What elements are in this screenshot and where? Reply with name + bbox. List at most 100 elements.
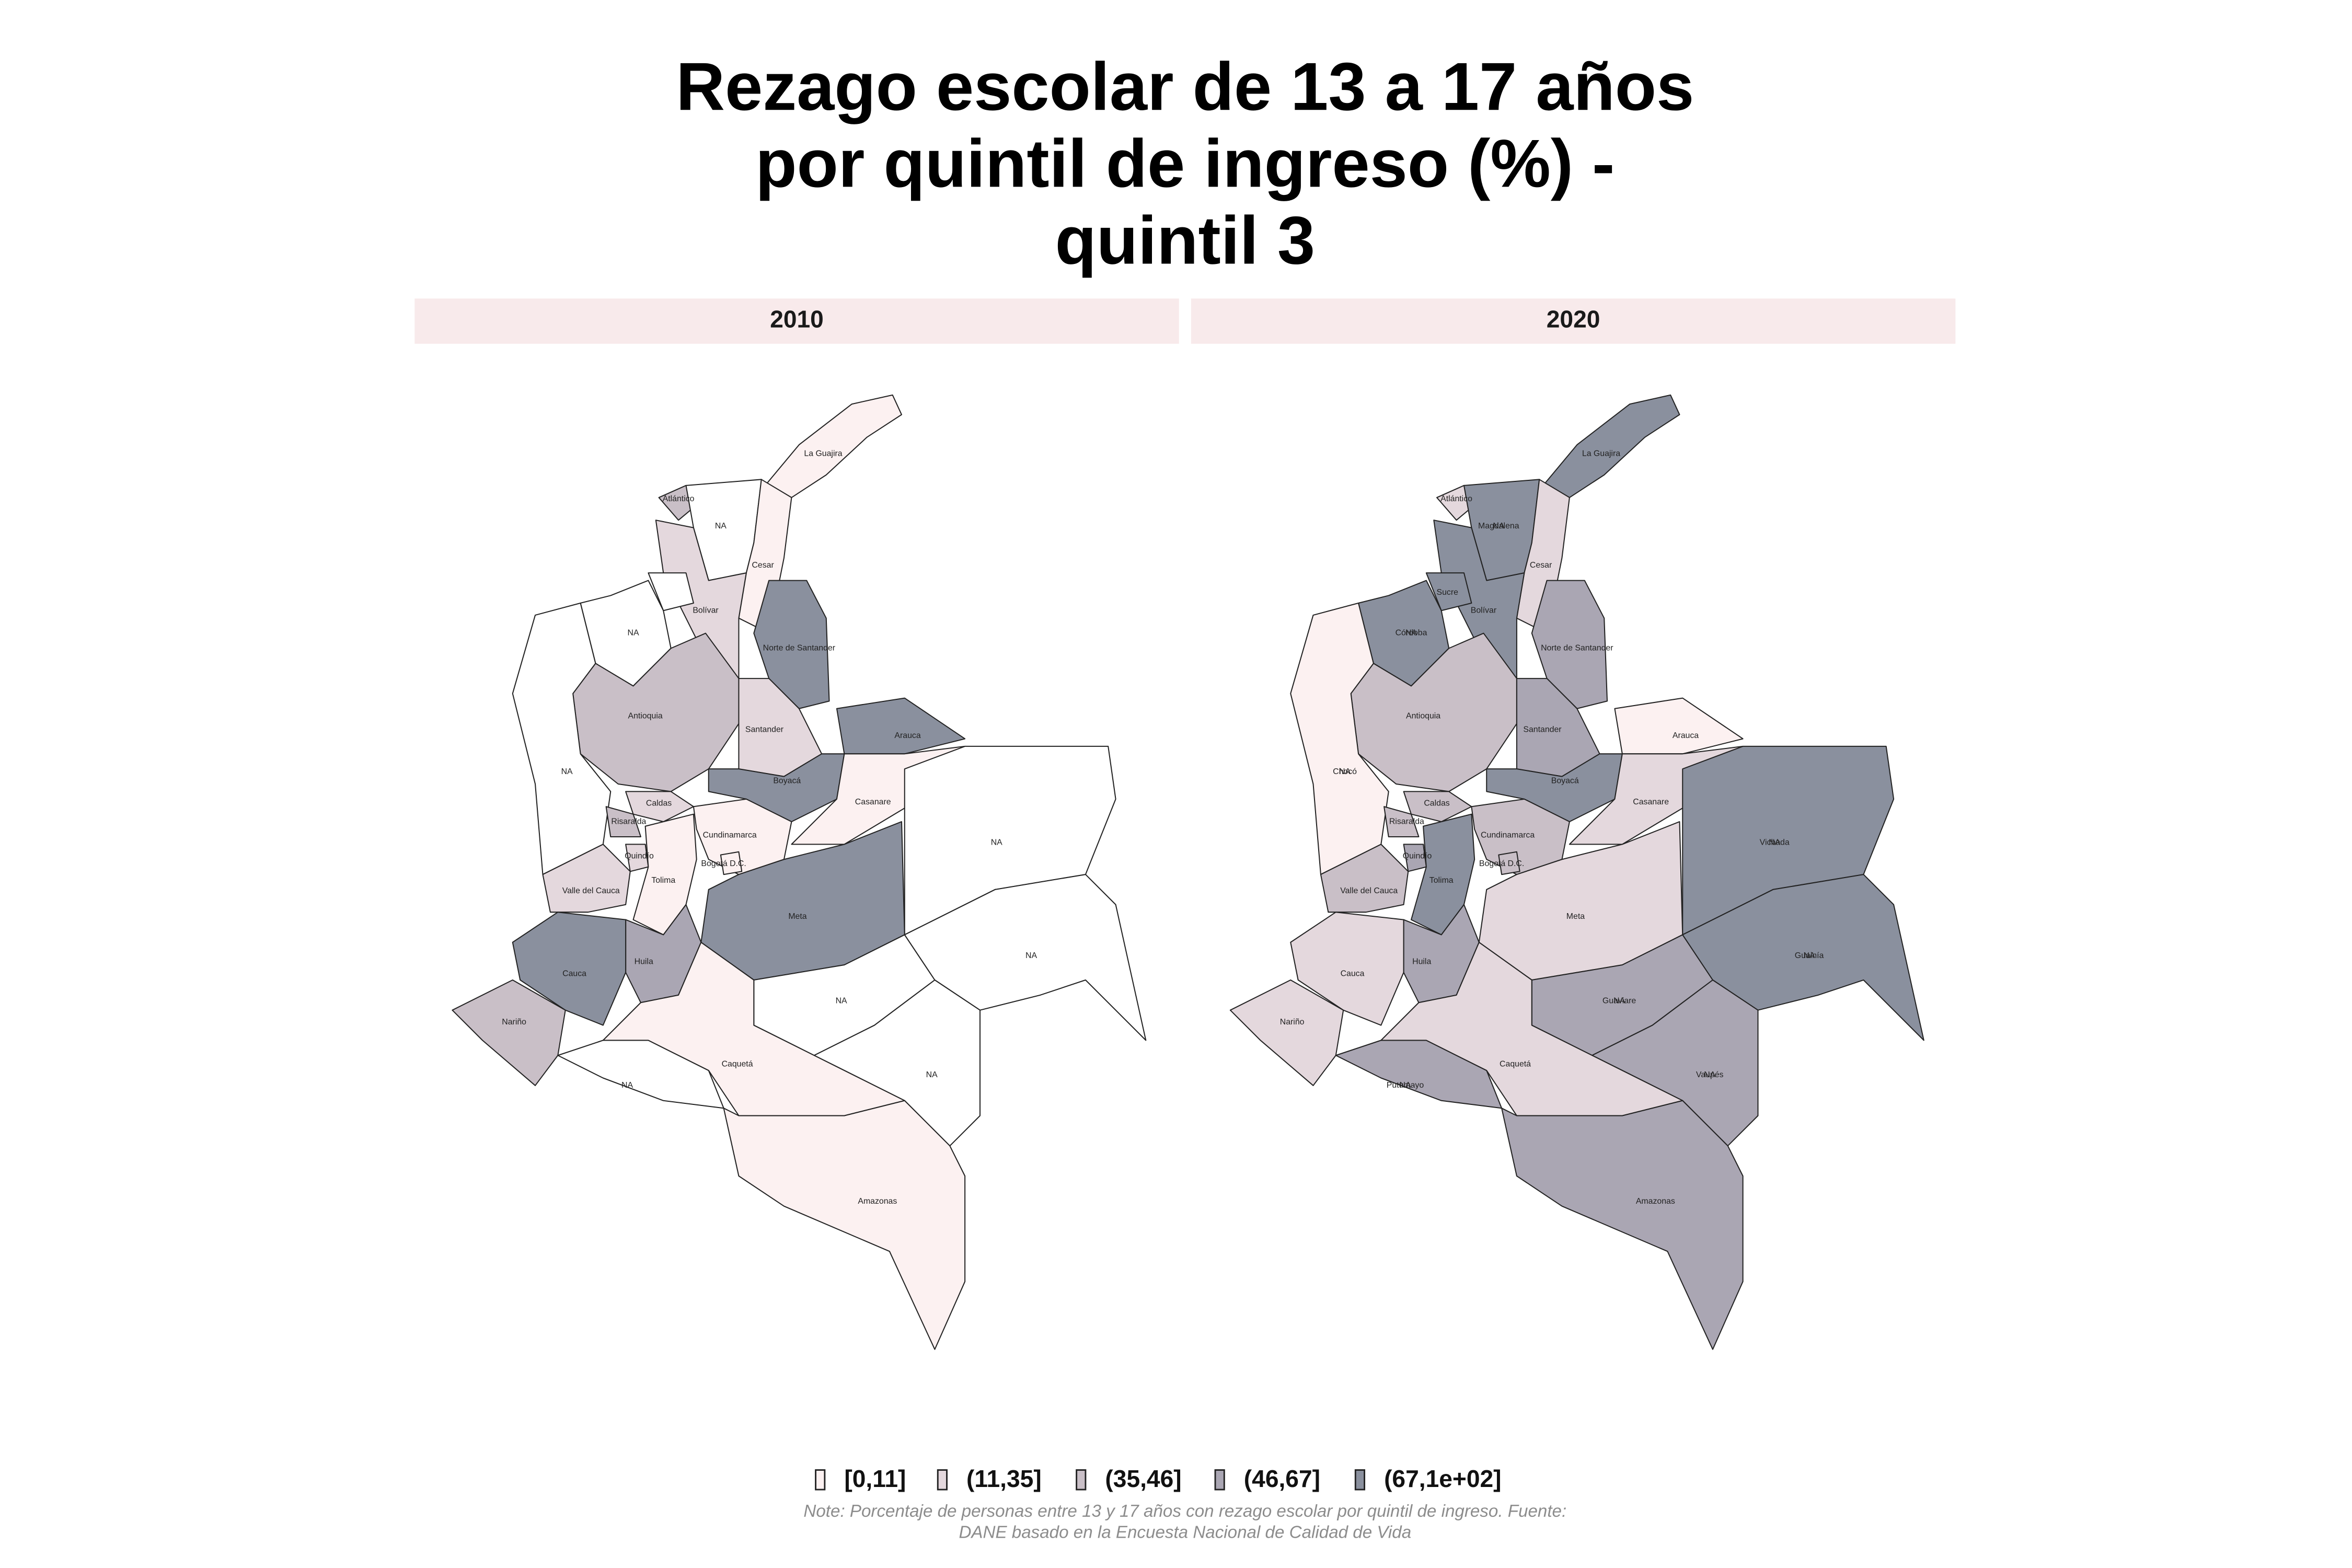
department-label: Caldas [646,799,672,808]
department-label: Cesar [752,561,774,570]
department-label: Valle del Cauca [562,886,620,895]
department-label: La Guajira [804,449,842,458]
department-label: Valle del Cauca [1340,886,1398,895]
department-label: Huila [635,958,653,966]
department-label: Huila [1412,958,1431,966]
legend-swatch [1354,1469,1366,1491]
department [512,912,627,1026]
department-label: NA [1804,951,1815,960]
department-label: Cundinamarca [703,831,757,839]
department-label: La Guajira [1582,449,1620,458]
department [753,580,830,709]
map: La Guajira Atlántico NA Cesar Bolívar NA Norte… [452,394,1147,1350]
department-label: Nariño [1280,1018,1305,1027]
department-label: Tolima [651,876,675,885]
department-label: NA [715,522,727,531]
department [1320,844,1409,913]
department-label: Risaralda [1389,817,1424,826]
department [723,1100,966,1350]
department-label: NA [1405,629,1417,638]
department-label: Putumayo [1387,1081,1424,1090]
department [720,851,743,875]
department-label: Risaralda [611,817,646,826]
department-label: Magdalena [1478,522,1519,531]
department [602,941,905,1116]
department-label: Santander [1523,725,1562,734]
department-label: Norte de Santander [763,644,836,653]
department-label: Atlántico [663,494,695,503]
facet-label: 2020 [1547,306,1600,333]
department [760,394,903,498]
department-label: Amazonas [1636,1197,1675,1206]
facet-strip [1191,298,1956,344]
department-label: NA [1704,1070,1715,1079]
note: Note: Porcentaje de personas entre 13 y … [803,1502,1566,1521]
department [1498,851,1520,875]
facet-strip [414,298,1179,344]
department-label: Cauca [562,970,586,978]
legend-swatch [937,1469,948,1491]
department [625,791,694,823]
department-label: NA [926,1070,938,1079]
department [1425,572,1472,612]
department-label: Nariño [502,1018,526,1027]
legend-label: [0,11] [844,1465,906,1492]
department [605,806,641,837]
department [1501,1100,1744,1350]
department [1516,479,1570,634]
department-label: Antioquia [1406,711,1440,720]
department-label: NA [561,767,573,776]
department-label: Cesar [1530,561,1552,570]
department-label: Chocó [1333,767,1357,776]
department-label: Casanare [1633,798,1669,806]
department-label: Arauca [894,731,920,740]
department-label: Santander [745,725,784,734]
department-label: Boyacá [773,776,801,785]
department [648,572,694,612]
department [1403,791,1472,823]
department-label: Guainía [1795,951,1824,960]
legend-label: (11,35] [966,1465,1042,1492]
department [1383,806,1420,837]
legend-label: (67,1e+02] [1384,1465,1501,1492]
department-label: Casanare [855,798,891,806]
department-label: NA [621,1081,633,1090]
department-label: Guaviare [1602,997,1636,1006]
department-label: Bolívar [1471,606,1497,615]
department-label: Bogotá D.C. [701,859,746,868]
department-label: Amazonas [858,1197,897,1206]
department-label: NA [1493,522,1504,531]
department-label: NA [1613,997,1625,1006]
legend-label: (35,46] [1105,1465,1181,1492]
department-label: Meta [1566,912,1585,921]
department-label: Caquetá [722,1060,753,1069]
department-label: Caldas [1424,799,1449,808]
department-label: Cauca [1341,970,1365,978]
department-label: Vaupés [1696,1070,1724,1079]
department-label: NA [1399,1081,1411,1090]
department [1290,602,1389,875]
department-label: Quindío [625,852,654,861]
department-label: Caquetá [1500,1060,1531,1069]
department [1290,912,1404,1026]
department-label: Boyacá [1551,776,1579,785]
department-label: Tolima [1429,876,1454,885]
department-label: Cundinamarca [1481,831,1535,839]
department-label: Bolívar [693,606,719,615]
legend-swatch [815,1469,826,1491]
department [1539,394,1680,498]
department-label: NA [628,629,639,638]
department-label: Córdoba [1396,629,1427,638]
department-label: Norte de Santander [1541,644,1613,653]
department-label: Bogotá D.C. [1479,859,1524,868]
title: Rezago escolar de 13 a 17 años [676,48,1694,124]
department-label: Arauca [1673,731,1699,740]
department-label: NA [1025,951,1037,960]
department [1531,580,1608,709]
facet-label: 2010 [770,306,824,333]
department [836,697,966,755]
department [512,602,612,875]
legend-label: (46,67] [1244,1465,1320,1492]
